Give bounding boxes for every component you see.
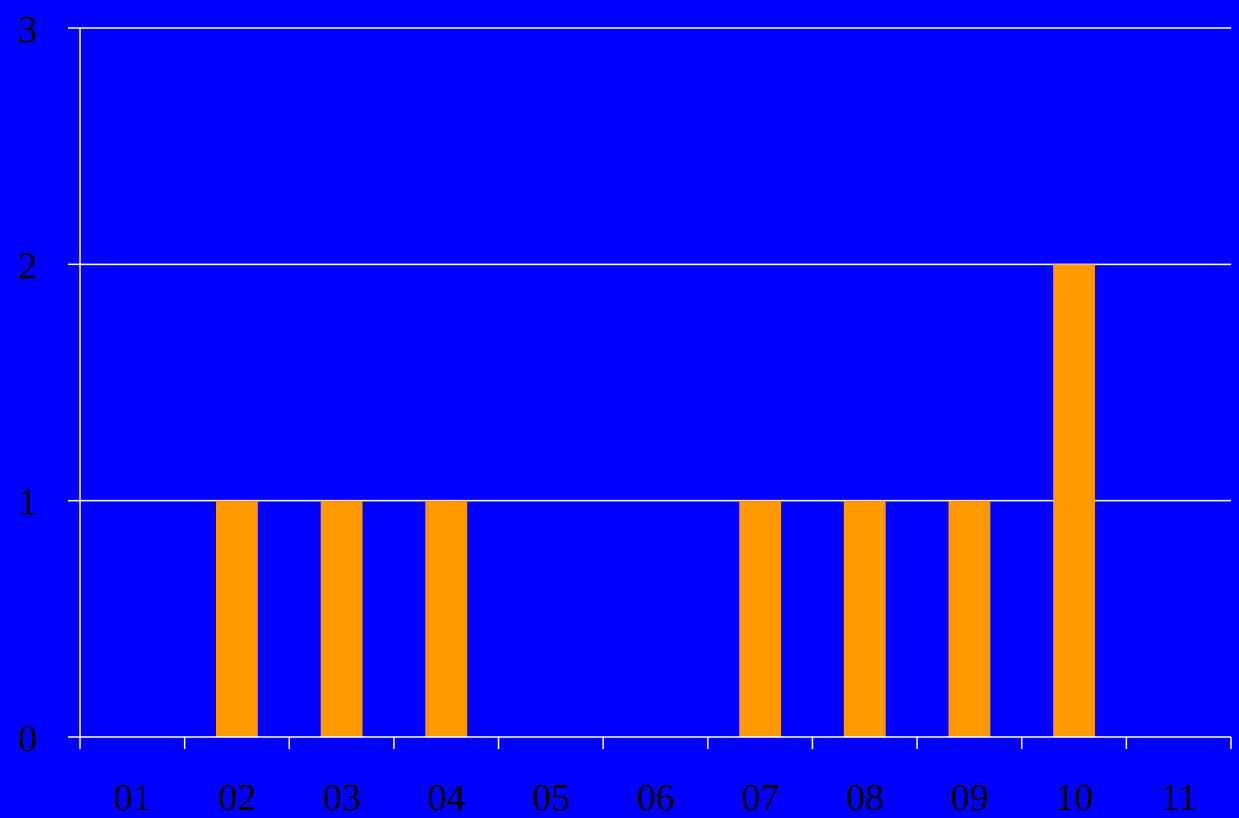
y-tick-label-3: 3 xyxy=(18,9,37,51)
bar-10 xyxy=(1053,264,1095,737)
x-tick-label-03: 03 xyxy=(323,777,361,818)
bar-03 xyxy=(320,500,363,737)
x-tick-label-05: 05 xyxy=(532,777,570,818)
x-tick-label-01: 01 xyxy=(113,777,151,818)
x-tick-label-11: 11 xyxy=(1160,777,1197,818)
bars xyxy=(216,264,1095,737)
y-tick-labels: 0 1 2 3 xyxy=(18,9,37,760)
bar-07 xyxy=(739,500,782,737)
bar-08 xyxy=(843,500,886,737)
x-tick-label-08: 08 xyxy=(846,777,884,818)
x-tick-label-02: 02 xyxy=(218,777,256,818)
bar-02 xyxy=(216,500,258,737)
axes xyxy=(68,27,1232,749)
y-tick-label-2: 2 xyxy=(18,245,37,287)
bar-09 xyxy=(948,500,991,737)
gridlines xyxy=(80,27,1231,502)
x-tick-label-04: 04 xyxy=(427,777,465,818)
y-tick-label-1: 1 xyxy=(18,482,37,524)
bar-04 xyxy=(425,500,468,737)
y-tick-label-0: 0 xyxy=(18,718,37,760)
x-tick-label-06: 06 xyxy=(637,777,675,818)
x-tick-label-10: 10 xyxy=(1055,777,1093,818)
x-tick-label-09: 09 xyxy=(950,777,988,818)
x-tick-labels: 01 02 03 04 05 06 07 08 09 10 11 xyxy=(113,777,1197,818)
x-tick-label-07: 07 xyxy=(741,777,779,818)
